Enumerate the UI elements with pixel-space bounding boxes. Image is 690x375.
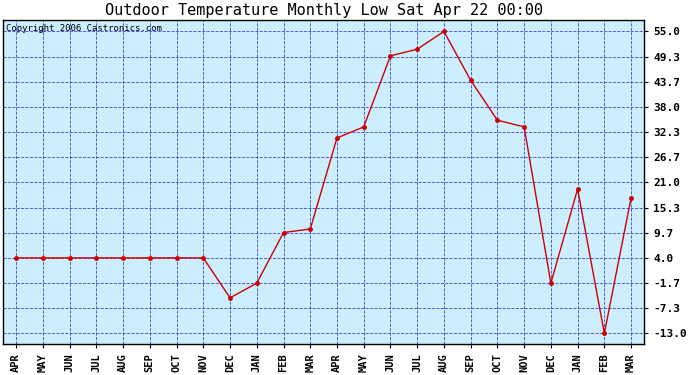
Title: Outdoor Temperature Monthly Low Sat Apr 22 00:00: Outdoor Temperature Monthly Low Sat Apr … [105, 3, 542, 18]
Text: Copyright 2006 Castronics.com: Copyright 2006 Castronics.com [6, 24, 162, 33]
